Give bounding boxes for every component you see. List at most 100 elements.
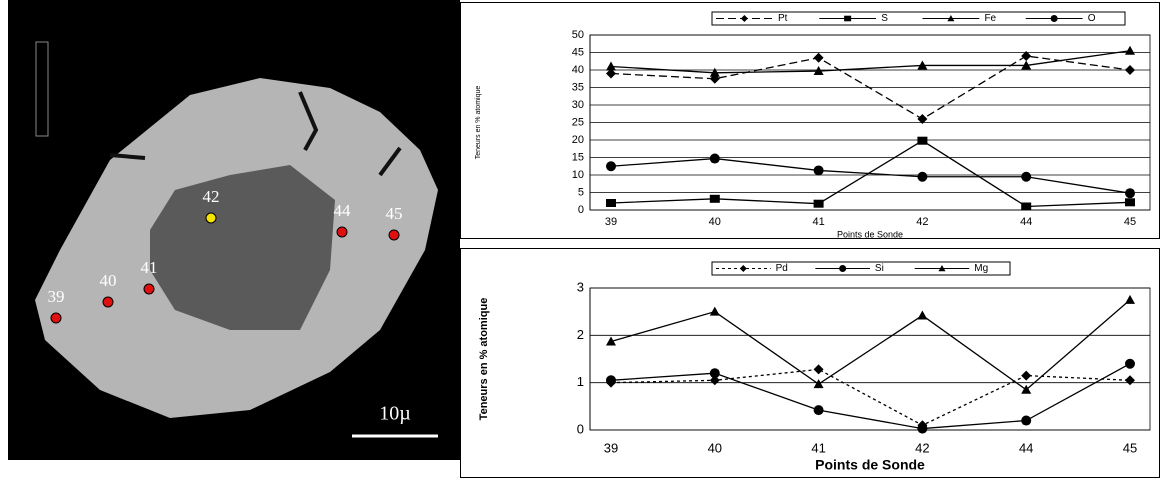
marker [1021,415,1032,426]
probe-point [50,312,62,324]
marker [1021,384,1032,394]
marker [606,68,616,79]
probe-point [143,283,155,295]
legend-label: Pt [778,13,788,24]
plot-frame [589,34,1151,211]
marker [1125,358,1135,369]
marker [813,52,824,63]
x-tick-label: 39 [605,216,617,228]
marker [917,310,928,320]
x-tick-label: 40 [708,440,722,455]
grain-core [150,165,335,330]
series-line [610,55,1131,120]
plot-frame [589,287,1151,431]
legend-marker [839,265,847,272]
x-tick-label: 44 [1019,440,1033,455]
probe-label: 40 [100,271,117,290]
y-tick-label: 2 [577,327,584,342]
y-tick-label: 0 [577,421,584,436]
marker [709,153,720,164]
marker [1125,375,1135,386]
x-tick-label: 44 [1020,216,1032,228]
marker [709,306,720,316]
probe-label: 45 [386,204,403,223]
legend-label: Fe [984,13,996,24]
legend [711,11,1126,26]
legend-marker [740,15,748,22]
marker [606,375,616,386]
marker [917,60,928,70]
legend-label: Mg [974,263,988,274]
x-axis-label: Points de Sonde [815,457,925,473]
marker [709,194,720,203]
marker [606,336,616,346]
probe-label: 42 [203,187,220,206]
y-axis-label: Teneurs en % atomique [475,86,482,160]
probe-point [205,212,217,224]
y-tick-label: 3 [577,279,584,294]
marker [917,136,928,145]
x-tick-label: 40 [709,216,721,228]
marker [606,161,616,172]
y-tick-label: 10 [572,169,584,181]
legend-marker [1050,15,1058,22]
x-tick-label: 45 [1123,440,1137,455]
series-line [610,139,1131,208]
probe-point [388,229,400,241]
cracks [109,91,402,177]
marker [1021,202,1032,211]
marker [1125,198,1135,207]
y-tick-label: 35 [572,81,584,93]
series-line [610,50,1131,74]
marker [813,379,824,389]
inset-scale [35,41,49,137]
legend-label: Si [875,263,884,274]
marker [1021,60,1032,70]
y-tick-label: 45 [572,46,584,58]
marker [709,375,720,386]
x-tick-label: 45 [1124,216,1136,228]
legend-marker [938,265,946,272]
x-axis-label: Points de Sonde [837,229,903,239]
y-tick-label: 20 [572,134,584,146]
marker [813,165,824,176]
marker [813,66,824,76]
marker [606,61,616,71]
y-tick-label: 25 [572,116,584,128]
legend-marker [739,265,747,272]
series-line [610,363,1131,430]
marker [1125,188,1135,199]
y-tick-label: 15 [572,151,584,163]
marker [709,67,720,77]
marker [1021,370,1032,381]
legend-label: O [1088,13,1096,24]
marker [813,199,824,208]
probe-label: 39 [48,287,65,306]
scale-label: 10µ [379,403,411,425]
probe-point [336,226,348,238]
y-tick-label: 1 [577,374,584,389]
marker [1125,294,1135,304]
series-line [610,157,1131,194]
y-tick-label: 50 [572,29,584,41]
x-tick-label: 42 [916,216,928,228]
marker [1021,51,1032,61]
x-tick-label: 39 [604,440,618,455]
y-tick-label: 40 [572,64,584,76]
marker [1125,65,1135,75]
y-axis-label: Teneurs en % atomique [478,298,490,421]
x-tick-label: 41 [811,440,825,455]
y-tick-label: 30 [572,99,584,111]
marker [813,364,824,375]
legend-marker [947,15,955,22]
y-tick-label: 5 [578,186,584,198]
legend-label: S [881,13,888,24]
marker [1021,171,1032,182]
x-tick-label: 41 [812,216,824,228]
marker [917,171,928,182]
marker [709,368,720,379]
marker [813,405,824,416]
marker [917,114,928,124]
